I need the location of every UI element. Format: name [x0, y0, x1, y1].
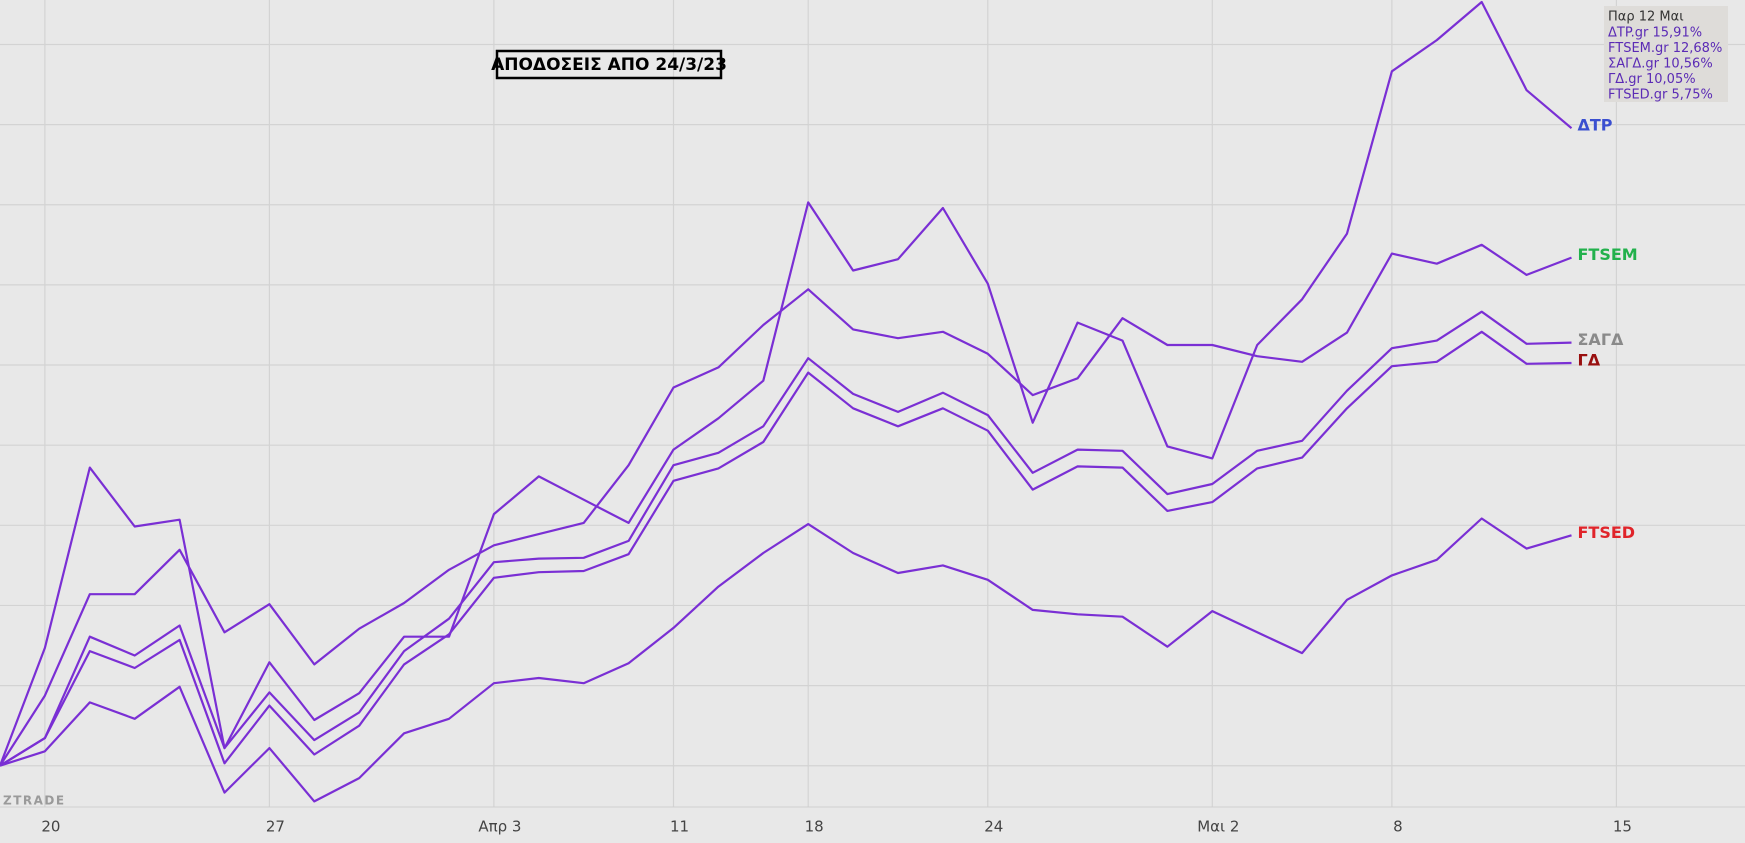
series-line	[0, 310, 1572, 767]
x-tick-label: Μαι 2	[1197, 818, 1239, 836]
info-entry: FTSEM.gr 12,68%	[1608, 41, 1722, 56]
series-label: ΣΑΓΔ	[1578, 330, 1625, 349]
series-line	[0, 243, 1572, 767]
series-line	[0, 330, 1572, 767]
x-tick-label: 18	[805, 818, 824, 836]
series-label: FTSED	[1578, 523, 1636, 542]
x-tick-label: 24	[984, 818, 1003, 836]
info-date: Παρ 12 Μαι	[1608, 10, 1684, 25]
plot: ΔTP FTSEM ΣΑΓΔ ΓΔ FTSED	[0, 0, 1638, 803]
x-tick-label: 11	[670, 818, 689, 836]
x-tick-label: 8	[1393, 818, 1403, 836]
x-tick-label: 15	[1613, 818, 1632, 836]
series-label: FTSEM	[1578, 245, 1638, 264]
title-box	[495, 49, 723, 80]
series-label: ΔTP	[1578, 116, 1613, 135]
info-entry: ΣΑΓΔ.gr 10,56%	[1608, 57, 1713, 72]
info-entry: ΔTP.gr 15,91%	[1608, 26, 1702, 41]
info-entry: FTSED.gr 5,75%	[1608, 88, 1713, 103]
series-line	[0, 0, 1573, 767]
series-label: ΓΔ	[1578, 351, 1601, 370]
series-line	[0, 517, 1572, 803]
x-tick-label: 27	[266, 818, 285, 836]
watermark: ZTRADE	[3, 794, 66, 808]
chart-title: ΑΠΟΔΟΣΕΙΣ ΑΠΟ 24/3/23	[491, 55, 727, 75]
info-box	[1604, 6, 1728, 102]
x-tick-label: 20	[41, 818, 60, 836]
x-tick-label: Απρ 3	[478, 818, 521, 836]
info-entry: ΓΔ.gr 10,05%	[1608, 72, 1696, 87]
